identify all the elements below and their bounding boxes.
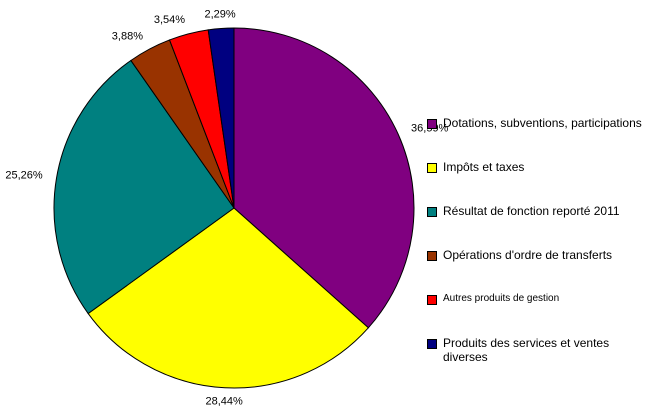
data-label: 28,44% xyxy=(205,396,243,408)
legend-label: Impôts et taxes xyxy=(443,160,525,174)
data-label: 3,88% xyxy=(112,31,143,43)
pie-slice xyxy=(207,27,235,209)
data-label: 2,29% xyxy=(204,8,235,20)
legend-item: Impôts et taxes xyxy=(427,160,645,204)
legend-label: Opérations d'ordre de transferts xyxy=(443,248,613,262)
pie-slice xyxy=(233,27,415,329)
legend-label: Résultat de fonction reporté 2011 xyxy=(443,204,620,218)
legend-item: Autres produits de gestion xyxy=(427,292,645,336)
legend-swatch xyxy=(427,339,437,349)
pie-slice xyxy=(53,59,235,315)
legend-label: Autres produits de gestion xyxy=(443,293,560,304)
legend: Dotations, subventions, participations Im… xyxy=(427,116,645,380)
pie-slice xyxy=(87,207,370,389)
data-label: 3,54% xyxy=(154,14,185,26)
legend-item: Produits des services et ventes diverses xyxy=(427,336,645,380)
legend-label: Produits des services et ventes diverses xyxy=(443,336,610,364)
legend-item: Résultat de fonction reporté 2011 xyxy=(427,204,645,248)
data-label: 25,26% xyxy=(5,170,43,182)
legend-swatch xyxy=(427,119,437,129)
legend-swatch xyxy=(427,251,437,261)
legend-swatch xyxy=(427,295,437,305)
legend-item: Opérations d'ordre de transferts xyxy=(427,248,645,292)
legend-swatch xyxy=(427,207,437,217)
legend-swatch xyxy=(427,163,437,173)
legend-item: Dotations, subventions, participations xyxy=(427,116,645,160)
legend-label: Dotations, subventions, participations xyxy=(443,116,642,130)
